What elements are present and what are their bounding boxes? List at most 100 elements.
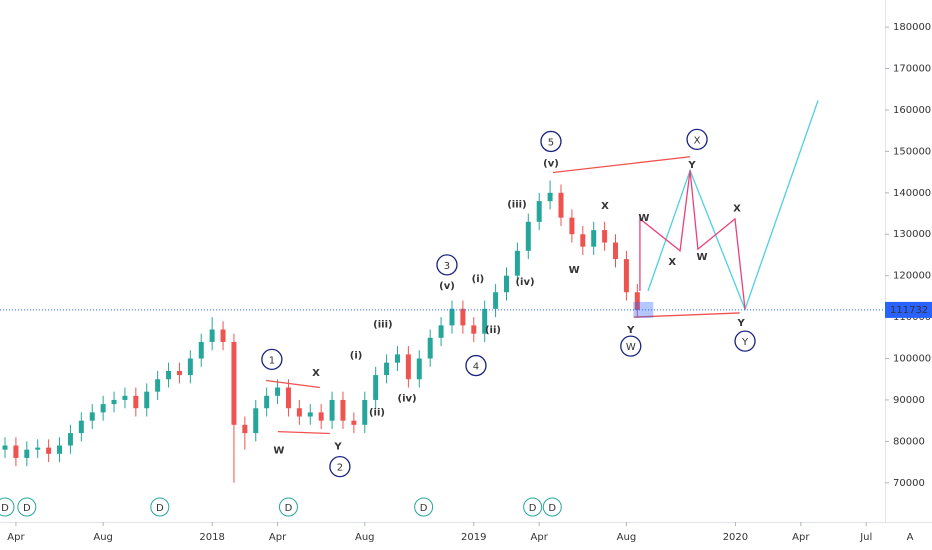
wave-label: 2: [337, 463, 343, 474]
wave-circle: [686, 128, 708, 151]
candle-body: [340, 399, 346, 421]
candle-body: [580, 234, 586, 247]
candle-body: [78, 420, 84, 434]
last-price-marker: [633, 301, 654, 318]
candle-body: [373, 375, 379, 400]
event-label: D: [420, 503, 428, 514]
wave-circle: [436, 254, 458, 276]
candle-body: [253, 408, 259, 434]
wave-label: W: [638, 213, 649, 224]
x-tick-label: 2019: [461, 532, 486, 543]
x-tick-label: Apr: [792, 532, 810, 543]
candle-body: [111, 399, 117, 405]
y-tick-label: 130000: [893, 229, 931, 240]
last-price-box: [885, 301, 932, 318]
candle-body: [100, 404, 106, 413]
wave-label: (iii): [373, 319, 392, 330]
event-marker: [523, 497, 543, 517]
y-tick-label: 150000: [893, 146, 931, 157]
wave-circle: [465, 354, 487, 377]
wave-circle: [620, 335, 642, 357]
x-tick-label: Apr: [7, 532, 25, 543]
candle-body: [67, 433, 73, 446]
candle-body: [493, 292, 499, 309]
drawing: [552, 156, 691, 174]
wave-label: (iii): [507, 200, 526, 211]
candle-body: [460, 308, 466, 326]
drawing: [647, 100, 819, 312]
candle-body: [394, 354, 400, 363]
candle-body: [449, 308, 455, 326]
wave-label: 3: [444, 261, 450, 272]
wave-label: 1: [269, 355, 275, 366]
candle-body: [351, 420, 357, 425]
y-tick-label: 120000: [893, 271, 931, 282]
wave-label: Y: [736, 318, 745, 329]
candle-body: [482, 308, 488, 334]
event-marker: [17, 497, 37, 517]
candle-body: [264, 395, 270, 409]
candle-body: [35, 447, 41, 450]
event-label: D: [548, 503, 556, 514]
x-tick-label: Aug: [93, 532, 113, 543]
wave-label: W: [626, 342, 636, 353]
candle-body: [166, 370, 172, 380]
drawing: [277, 430, 330, 435]
y-tick-label: 180000: [893, 22, 931, 33]
y-tick-label: 80000: [893, 436, 925, 447]
candle-body: [525, 221, 531, 251]
candle-body: [231, 341, 237, 425]
wave-circle: [734, 330, 756, 352]
candle-body: [416, 358, 422, 380]
candle-body: [122, 395, 128, 400]
candle-body: [623, 259, 629, 293]
candle-body: [198, 341, 204, 359]
wave-label: W: [697, 252, 708, 263]
candle-body: [514, 250, 520, 276]
candle-body: [242, 424, 248, 434]
candle-body: [2, 445, 8, 450]
wave-label: Y: [333, 442, 342, 453]
candle-body: [384, 362, 390, 376]
candle-body: [634, 292, 640, 310]
wave-label: X: [668, 257, 676, 268]
x-tick-label: Aug: [355, 532, 375, 543]
candle-body: [471, 325, 477, 334]
wave-label: X: [601, 201, 609, 212]
candle-body: [405, 354, 411, 380]
candle-body: [24, 449, 30, 458]
wave-circle: [540, 130, 562, 153]
candle-body: [13, 445, 19, 458]
wave-label: (ii): [485, 325, 501, 336]
wave-label: X: [694, 135, 701, 146]
candle-body: [285, 387, 291, 409]
x-tick-label: Aug: [617, 532, 637, 543]
candle-body: [329, 399, 335, 421]
event-label: D: [1, 503, 9, 514]
candle-body: [503, 275, 509, 293]
wave-label: (iv): [515, 277, 534, 288]
event-marker: [150, 497, 170, 517]
drawing: [265, 379, 320, 389]
candle-body: [613, 242, 619, 260]
y-tick-label: 170000: [893, 64, 931, 75]
candle-body: [144, 391, 150, 409]
wave-label: W: [273, 446, 284, 457]
wave-label: (iv): [398, 393, 417, 404]
auto-scale-button[interactable]: A: [907, 532, 914, 543]
event-label: D: [23, 503, 31, 514]
wave-label: 5: [548, 137, 554, 148]
y-tick-label: 90000: [893, 395, 925, 406]
wave-label: X: [733, 204, 741, 215]
candle-body: [362, 399, 368, 425]
x-tick-label: Apr: [269, 532, 287, 543]
candle-body: [209, 329, 215, 342]
candle-body: [133, 395, 139, 409]
y-tick-label: 160000: [893, 105, 931, 116]
candle-body: [427, 337, 433, 359]
x-tick-label: 2018: [199, 532, 224, 543]
last-price-label: 111732: [890, 305, 928, 316]
wave-label: (i): [350, 350, 363, 361]
